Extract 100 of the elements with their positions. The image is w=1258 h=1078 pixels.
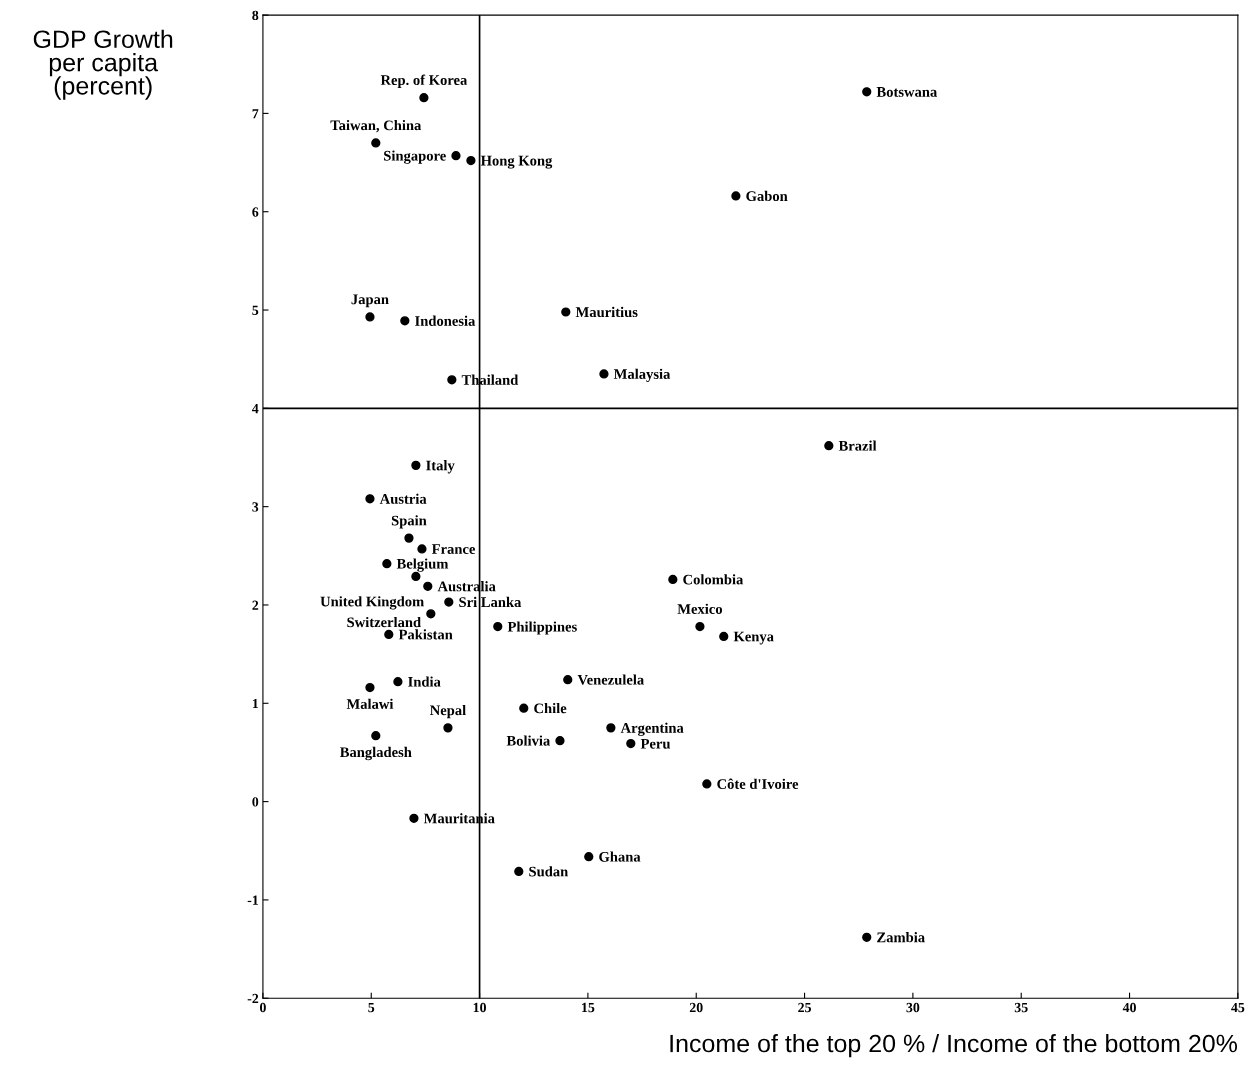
x-axis-title: Income of the top 20 % / Income of the bottom 20% (670, 1034, 1238, 1058)
annotation: Zambia (877, 932, 925, 943)
annotation: France (431, 544, 476, 554)
annotation: India (408, 676, 441, 687)
x-tick-label: 40 (1122, 1002, 1136, 1013)
annotation: Brazil (838, 440, 877, 451)
annotation: Indonesia (415, 315, 476, 326)
x-tick-label: 5 (368, 1002, 375, 1013)
annotation: Hong Kong (480, 155, 553, 169)
point (419, 93, 429, 103)
annotation: Taiwan, China (330, 119, 422, 133)
point (365, 312, 375, 322)
annotation: Peru (640, 738, 671, 749)
point (447, 375, 457, 385)
point (371, 138, 381, 148)
point (668, 574, 678, 585)
point (731, 191, 741, 201)
annotation: Pakistan (398, 629, 453, 640)
annotation: Côte d'Ivoire (717, 778, 799, 789)
point (404, 533, 414, 543)
point (862, 932, 872, 942)
point (626, 738, 636, 749)
point (417, 544, 427, 554)
annotation: Ghana (599, 851, 641, 862)
x-tick-label: 10 (473, 1002, 486, 1013)
point (444, 597, 454, 607)
annotation: Mexico (677, 603, 723, 614)
annotation: Bolivia (506, 735, 551, 746)
x-tick-label: 0 (259, 1002, 266, 1013)
annotation: Italy (426, 460, 455, 474)
y-tick-label: 8 (252, 10, 259, 21)
annotation: Colombia (683, 574, 744, 585)
annotation: Malawi (346, 698, 394, 709)
point (400, 316, 410, 326)
annotation: Switzerland (347, 616, 421, 628)
point (384, 629, 394, 640)
annotation: Bangladesh (339, 746, 412, 761)
x-tick-label: 20 (689, 1002, 703, 1013)
point (563, 675, 573, 685)
point (584, 852, 594, 862)
annotation: United Kingdom (320, 596, 424, 610)
x-tick-label: 45 (1231, 1002, 1245, 1013)
y-tick-label: 7 (252, 109, 259, 119)
point (409, 813, 419, 823)
annotation: Philippines (507, 621, 577, 635)
annotation: Austria (379, 493, 427, 504)
x-tick-label: 15 (582, 1002, 595, 1013)
y-tick-label: 3 (252, 502, 259, 512)
point (411, 460, 421, 470)
annotation: Rep. of Korea (380, 74, 468, 88)
y-tick-label: 0 (252, 797, 259, 807)
point (514, 866, 524, 877)
x-tick-label: 35 (1014, 1002, 1028, 1013)
point (466, 155, 476, 166)
point (824, 441, 834, 451)
y-tick-label: -2 (247, 993, 259, 1004)
point (411, 571, 421, 582)
point (393, 677, 403, 687)
y-axis-title: GDP Growth per capita (percent) (33, 29, 173, 100)
point (695, 621, 705, 632)
point (493, 621, 503, 632)
annotation: Singapore (384, 150, 446, 164)
point (599, 369, 609, 379)
annotation: Venezulela (577, 674, 644, 685)
annotation: Argentina (620, 722, 684, 736)
point (451, 151, 461, 161)
annotation: Japan (351, 294, 389, 308)
point (365, 494, 375, 504)
point (561, 307, 571, 317)
point (555, 736, 565, 746)
annotation: Sudan (529, 866, 569, 877)
point (426, 609, 436, 619)
annotation: Nepal (429, 704, 466, 719)
annotation: Mauritius (575, 306, 638, 318)
annotation: Belgium (396, 558, 449, 572)
x-tick-label: 25 (798, 1002, 811, 1013)
point (382, 559, 392, 569)
y-tick-label: 2 (252, 600, 259, 610)
annotation: Kenya (733, 631, 774, 645)
y-tick-label: -1 (247, 895, 259, 905)
y-tick-label: 1 (252, 698, 259, 709)
point (702, 779, 712, 789)
point (365, 682, 375, 693)
annotation: Chile (534, 702, 567, 714)
y-tick-label: 4 (252, 404, 259, 414)
point (519, 703, 529, 713)
annotation: Gabon (746, 190, 788, 202)
annotation: Sri Lanka (459, 596, 522, 608)
annotation: Spain (391, 515, 427, 529)
point (423, 581, 433, 591)
annotation: Malaysia (613, 368, 671, 382)
x-tick-label: 30 (906, 1002, 920, 1013)
point (719, 631, 729, 642)
annotation: Botswana (876, 87, 938, 97)
point (606, 723, 616, 733)
y-tick-label: 5 (252, 305, 259, 315)
point (862, 87, 872, 97)
y-tick-label: 6 (252, 207, 259, 217)
point (371, 731, 381, 741)
point (443, 723, 453, 733)
